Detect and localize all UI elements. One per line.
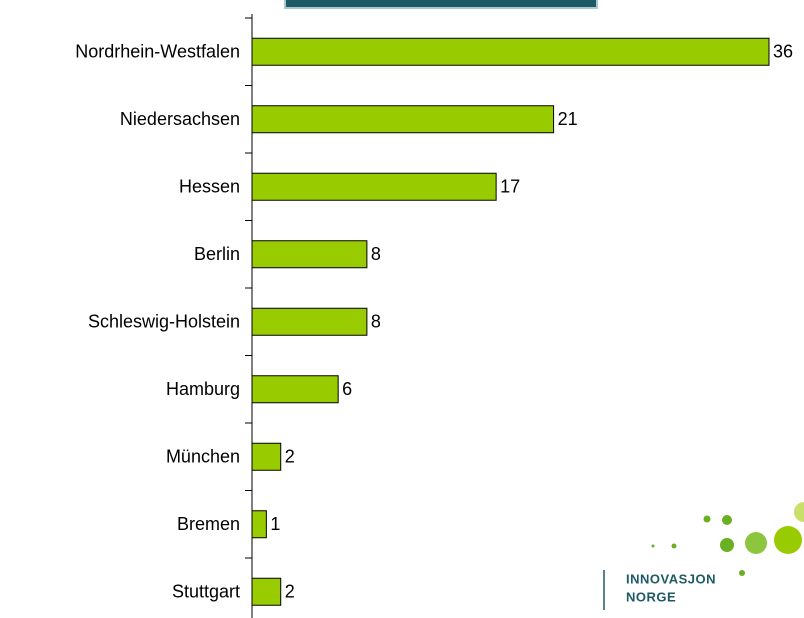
data-label: 21 xyxy=(558,109,578,129)
bar xyxy=(251,510,267,539)
logo: INNOVASJON NORGE xyxy=(603,502,804,610)
bar xyxy=(251,442,282,471)
y-tick-label: Hamburg xyxy=(166,379,240,399)
data-label: 6 xyxy=(342,379,352,399)
data-label: 2 xyxy=(285,447,295,467)
logo-dot xyxy=(720,538,734,552)
bar xyxy=(251,375,339,404)
y-tick-label: Schleswig-Holstein xyxy=(88,312,240,332)
bar xyxy=(251,307,368,336)
logo-text: NORGE xyxy=(626,589,676,604)
data-label: 8 xyxy=(371,244,381,264)
logo-dot xyxy=(671,543,677,549)
logo-dot xyxy=(774,526,802,554)
y-tick-label: Bremen xyxy=(177,514,240,534)
data-label: 1 xyxy=(270,514,280,534)
bar xyxy=(251,105,555,134)
logo-dot xyxy=(739,570,745,576)
bar xyxy=(251,240,368,269)
logo-dot xyxy=(745,532,767,554)
data-label: 36 xyxy=(773,42,793,62)
logo-text: INNOVASJON xyxy=(626,571,716,586)
y-tick-label: Berlin xyxy=(194,244,240,264)
title-banner xyxy=(284,0,598,9)
y-tick-label: Niedersachsen xyxy=(120,109,240,129)
y-tick-label: München xyxy=(166,447,240,467)
data-label: 8 xyxy=(371,312,381,332)
data-label: 17 xyxy=(500,177,520,197)
data-label: 2 xyxy=(285,582,295,602)
bar xyxy=(251,37,770,66)
logo-dot xyxy=(722,515,732,525)
bar xyxy=(251,172,497,201)
logo-dot xyxy=(794,502,804,522)
logo-dot xyxy=(703,515,711,523)
logo-dot xyxy=(651,544,655,548)
y-tick-label: Nordrhein-Westfalen xyxy=(75,42,240,62)
y-tick-label: Stuttgart xyxy=(172,582,240,602)
y-tick-label: Hessen xyxy=(179,177,240,197)
bar xyxy=(251,577,282,606)
